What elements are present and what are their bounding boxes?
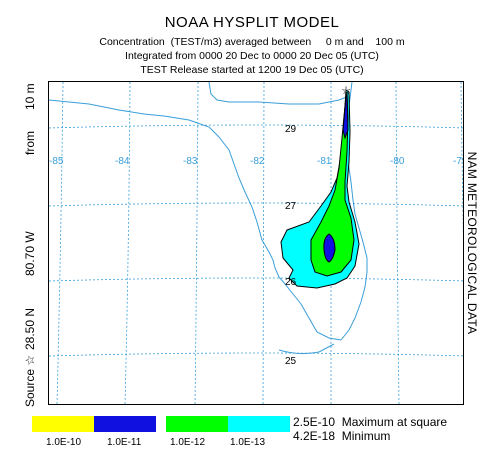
lon-label: -85 bbox=[49, 156, 64, 167]
lon-labels: -85 -84 -83 -82 -81 -80 -79 bbox=[49, 156, 464, 167]
lon-label: -83 bbox=[183, 156, 198, 167]
legend-label-3: 1.0E-12 bbox=[170, 437, 206, 448]
legend-swatch-3 bbox=[166, 416, 228, 432]
source-lat: 28.50 N bbox=[23, 307, 37, 350]
parallel-line bbox=[49, 352, 463, 357]
subtitle-release: TEST Release started at 1200 19 Dec 05 (… bbox=[140, 64, 364, 76]
parallel-line bbox=[49, 124, 463, 129]
max-text: Maximum at square bbox=[341, 415, 448, 429]
max-value: 2.5E-10 bbox=[293, 415, 336, 429]
georgia-border bbox=[208, 82, 350, 105]
lon-label: -81 bbox=[317, 156, 332, 167]
legend-label-4: 1.0E-13 bbox=[230, 437, 266, 448]
meridian-line bbox=[124, 82, 131, 404]
source-height: 10 m bbox=[23, 83, 37, 110]
min-summary: 4.2E-18 Minimum bbox=[293, 429, 390, 443]
parallel-line bbox=[49, 202, 463, 207]
contour-level2-north bbox=[342, 95, 349, 140]
lat-label: 29 bbox=[285, 124, 297, 135]
lon-label: -79 bbox=[453, 156, 464, 167]
legend-label-2: 1.0E-11 bbox=[107, 437, 142, 448]
met-data-label: NAM METEOROLOGICAL DATA bbox=[465, 151, 479, 335]
legend-swatch-2 bbox=[94, 416, 156, 432]
keys bbox=[278, 343, 335, 355]
subtitle-concentration: Concentration (TEST/m3) averaged between… bbox=[99, 36, 405, 48]
max-summary: 2.5E-10 Maximum at square bbox=[293, 415, 447, 429]
lon-label: -84 bbox=[115, 156, 130, 167]
subtitle-integration: Integrated from 0000 20 Dec to 0000 20 D… bbox=[125, 50, 379, 62]
legend-swatch-1 bbox=[32, 416, 94, 432]
parallel-line bbox=[49, 277, 463, 282]
plume bbox=[280, 89, 360, 289]
min-text: Minimum bbox=[341, 429, 391, 443]
meridian-line bbox=[395, 82, 400, 404]
lon-label: -82 bbox=[250, 156, 265, 167]
map-title: NOAA HYSPLIT MODEL bbox=[164, 14, 340, 31]
source-star-icon: ☆ bbox=[341, 84, 351, 97]
map-svg: ☆ -85 -84 -83 -82 -81 -80 -79 29 27 26 2… bbox=[49, 82, 464, 404]
source-label: Source ☆ bbox=[23, 354, 37, 407]
min-value: 4.2E-18 bbox=[293, 429, 336, 443]
lat-label: 27 bbox=[285, 201, 297, 212]
graticule bbox=[49, 82, 463, 404]
source-from: from bbox=[23, 131, 37, 155]
lon-label: -80 bbox=[390, 156, 405, 167]
meridian-line bbox=[460, 82, 463, 238]
legend-swatch-4 bbox=[228, 416, 290, 432]
map-panel: ☆ -85 -84 -83 -82 -81 -80 -79 29 27 26 2… bbox=[48, 81, 464, 405]
contour-level3 bbox=[310, 91, 355, 277]
contour-level2 bbox=[323, 233, 336, 263]
meridian-line bbox=[194, 82, 199, 404]
lat-label: 25 bbox=[285, 356, 297, 367]
panhandle-coast bbox=[49, 99, 342, 341]
legend-label-1: 1.0E-10 bbox=[46, 437, 82, 448]
lat-labels: 29 27 26 25 bbox=[285, 124, 297, 367]
lat-label: 26 bbox=[285, 277, 297, 288]
meridian-line bbox=[56, 82, 64, 404]
source-lon: 80.70 W bbox=[23, 231, 37, 276]
